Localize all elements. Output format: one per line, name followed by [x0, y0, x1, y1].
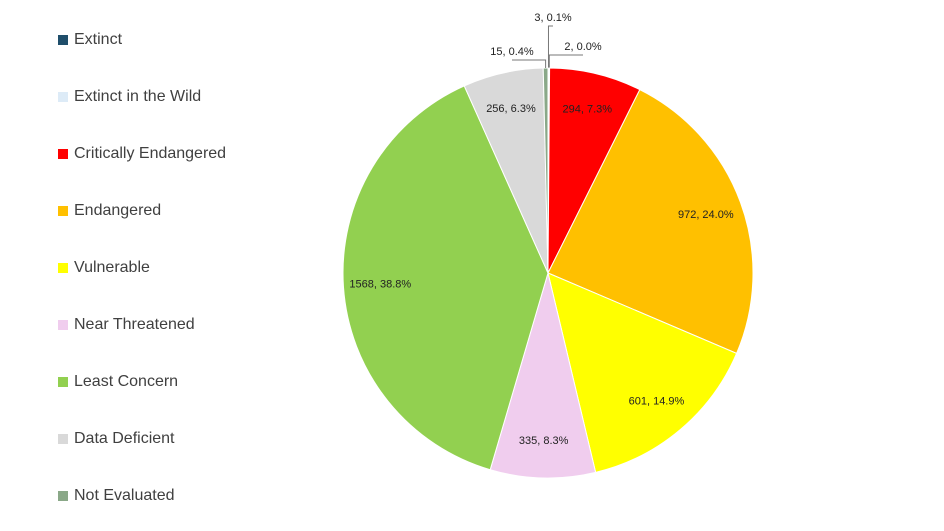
value-label: 15, 0.4% [490, 46, 534, 58]
legend-label: Least Concern [74, 373, 178, 390]
pie-slice [547, 272, 738, 473]
leader-line [512, 59, 547, 69]
value-label: 972, 24.0% [678, 209, 734, 221]
value-label: 1568, 38.8% [349, 278, 411, 290]
value-label: 2, 0.0% [564, 41, 602, 53]
legend-swatch [58, 206, 68, 216]
pie-slice [342, 85, 549, 471]
legend-label: Extinct [74, 31, 123, 48]
legend-swatch [58, 263, 68, 273]
leader-line [548, 54, 583, 69]
legend-swatch [58, 491, 68, 501]
value-label: 335, 8.3% [519, 435, 569, 447]
legend-swatch [58, 149, 68, 159]
legend-label: Endangered [74, 202, 161, 219]
legend-swatch [58, 320, 68, 330]
legend-label: Near Threatened [74, 316, 195, 333]
value-label: 256, 6.3% [486, 103, 536, 115]
legend-label: Not Evaluated [74, 487, 175, 504]
legend-swatch [58, 35, 68, 45]
legend-label: Extinct in the Wild [74, 88, 201, 105]
value-label: 3, 0.1% [534, 12, 572, 24]
value-label: 601, 14.9% [629, 395, 685, 407]
legend-label: Data Deficient [74, 430, 175, 447]
legend-swatch [58, 92, 68, 102]
legend-swatch [58, 434, 68, 444]
pie-slice [547, 89, 754, 355]
legend-swatch [58, 377, 68, 387]
pie-slice [489, 271, 597, 479]
legend-label: Critically Endangered [74, 145, 226, 162]
legend-label: Vulnerable [74, 259, 150, 276]
leader-line [547, 25, 553, 69]
value-label: 294, 7.3% [563, 103, 613, 115]
